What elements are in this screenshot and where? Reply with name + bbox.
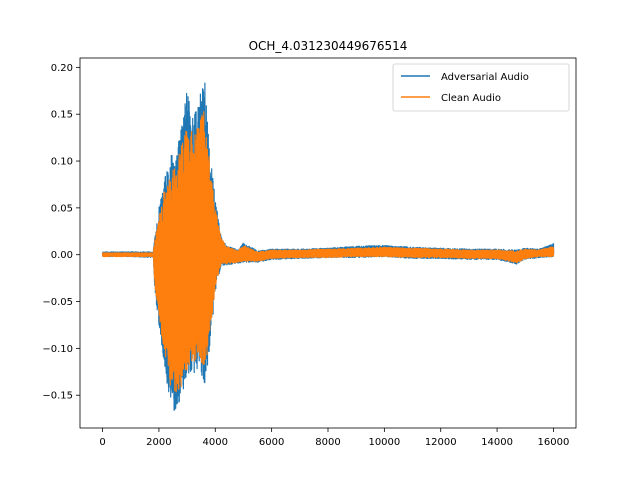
chart-title: OCH_4.031230449676514 <box>249 39 408 53</box>
x-tick-label: 4000 <box>203 437 228 448</box>
plot-area <box>101 82 555 411</box>
y-tick-label: −0.05 <box>42 297 73 308</box>
legend: Adversarial Audio Clean Audio <box>392 63 570 112</box>
y-tick-label: −0.10 <box>42 344 73 355</box>
x-tick-label: 2000 <box>146 437 171 448</box>
x-tick-label: 0 <box>99 437 105 448</box>
x-tick-label: 14000 <box>481 437 513 448</box>
legend-label-adversarial: Adversarial Audio <box>441 72 529 83</box>
x-tick-label: 16000 <box>538 437 570 448</box>
legend-box <box>392 63 570 112</box>
x-tick-label: 12000 <box>425 437 457 448</box>
legend-label-clean: Clean Audio <box>441 93 501 104</box>
x-axis: 0 2000 4000 6000 8000 10000 12000 14000 16000 <box>99 428 569 448</box>
y-axis: −0.15 −0.10 −0.05 0.00 0.05 0.10 0.15 0.20 <box>42 63 80 402</box>
x-tick-label: 10000 <box>368 437 400 448</box>
y-tick-label: 0.05 <box>51 203 73 214</box>
y-tick-label: 0.15 <box>51 110 73 121</box>
series-line-clean <box>101 111 555 393</box>
y-tick-label: 0.00 <box>51 250 73 261</box>
y-tick-label: 0.10 <box>51 157 73 168</box>
x-tick-label: 8000 <box>315 437 340 448</box>
x-tick-label: 6000 <box>259 437 284 448</box>
y-tick-label: −0.15 <box>42 391 73 402</box>
y-tick-label: 0.20 <box>51 63 73 74</box>
